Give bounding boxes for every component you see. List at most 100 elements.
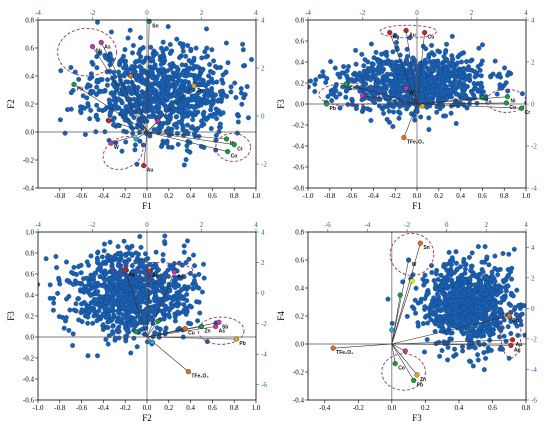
score-point (441, 279, 447, 285)
score-point (494, 91, 500, 97)
loading-label: Au (147, 168, 154, 174)
score-point (508, 302, 514, 308)
loading-vector (146, 328, 186, 338)
loading-vector (146, 131, 227, 140)
y-tick-label: 0.2 (25, 313, 34, 321)
loading-label: Sb (96, 49, 102, 55)
x-tick-label: -1.0 (302, 192, 314, 200)
score-point (205, 81, 211, 87)
x-tick-label: 0.0 (413, 192, 422, 200)
score-point (320, 73, 326, 79)
score-point (119, 57, 125, 62)
loading-vector (146, 120, 159, 133)
score-point (505, 324, 511, 330)
score-point (147, 262, 153, 267)
score-point (168, 48, 174, 54)
score-point (184, 86, 189, 92)
score-point (449, 33, 455, 39)
loading-point (224, 136, 230, 142)
top-tick-label: -2 (90, 9, 96, 17)
score-point (54, 265, 60, 271)
loading-vector (143, 131, 148, 166)
score-point (195, 64, 201, 70)
score-point (320, 69, 326, 75)
top-tick-label: 0 (445, 221, 449, 229)
loading-label: Cu (428, 35, 435, 41)
cluster-ellipse (500, 309, 522, 359)
score-point (181, 302, 187, 308)
right-tick-label: 2 (261, 259, 265, 267)
score-point (73, 301, 79, 307)
score-point (458, 264, 463, 270)
score-point (353, 47, 359, 53)
score-point (129, 302, 135, 307)
score-point (387, 119, 392, 125)
score-point (445, 293, 451, 299)
score-point (223, 40, 229, 46)
score-point (187, 271, 193, 276)
loading-vector (146, 131, 235, 145)
score-point (105, 341, 111, 347)
score-point (461, 102, 467, 108)
loading-point (419, 103, 426, 109)
loading-vector (391, 280, 413, 345)
score-point (176, 260, 182, 266)
score-point (167, 66, 173, 72)
score-point (185, 43, 191, 48)
loading-vector (146, 270, 150, 338)
score-point (182, 78, 188, 84)
score-point (164, 46, 169, 52)
x-tick-label: -0.8 (324, 192, 336, 200)
score-point (160, 257, 166, 263)
score-point (447, 310, 453, 316)
score-point (120, 312, 126, 318)
loading-label: Ni (510, 99, 516, 105)
score-point (167, 288, 173, 294)
score-point (439, 348, 445, 353)
score-point (458, 273, 464, 279)
score-point (492, 279, 498, 284)
score-point (152, 330, 158, 336)
score-point (422, 304, 428, 310)
loading-point (225, 149, 231, 155)
score-point (190, 286, 196, 292)
score-point (362, 57, 368, 63)
score-point (183, 260, 189, 266)
score-point (429, 88, 435, 94)
loading-label: Sn (423, 245, 429, 251)
score-point (82, 132, 88, 137)
score-point (333, 94, 339, 100)
score-point (442, 49, 448, 55)
loading-vector (391, 343, 396, 364)
score-point (444, 274, 450, 280)
score-point (325, 94, 331, 99)
score-point (459, 51, 465, 56)
score-point (94, 84, 100, 90)
score-point (139, 261, 145, 267)
loading-vector (108, 120, 148, 133)
loading-vector (362, 95, 418, 105)
score-point (459, 92, 465, 98)
loading-vector (110, 131, 148, 144)
score-point (50, 307, 56, 313)
score-point (467, 335, 473, 341)
x-tick-label: 0.0 (143, 404, 152, 412)
score-point (97, 293, 103, 299)
score-point (473, 273, 479, 278)
score-point (84, 287, 90, 293)
score-point (131, 335, 137, 341)
y-tick-label: 0.4 (25, 73, 34, 81)
score-point (462, 310, 468, 316)
score-point (249, 57, 254, 62)
loading-vector (124, 269, 148, 338)
score-point (462, 270, 468, 276)
score-point (155, 91, 161, 97)
score-point (186, 284, 192, 290)
score-point (152, 64, 158, 70)
loading-point (185, 369, 191, 375)
score-point (346, 64, 351, 69)
score-point (450, 287, 456, 293)
score-point (116, 310, 121, 316)
score-point (328, 91, 334, 97)
score-point (485, 329, 491, 335)
